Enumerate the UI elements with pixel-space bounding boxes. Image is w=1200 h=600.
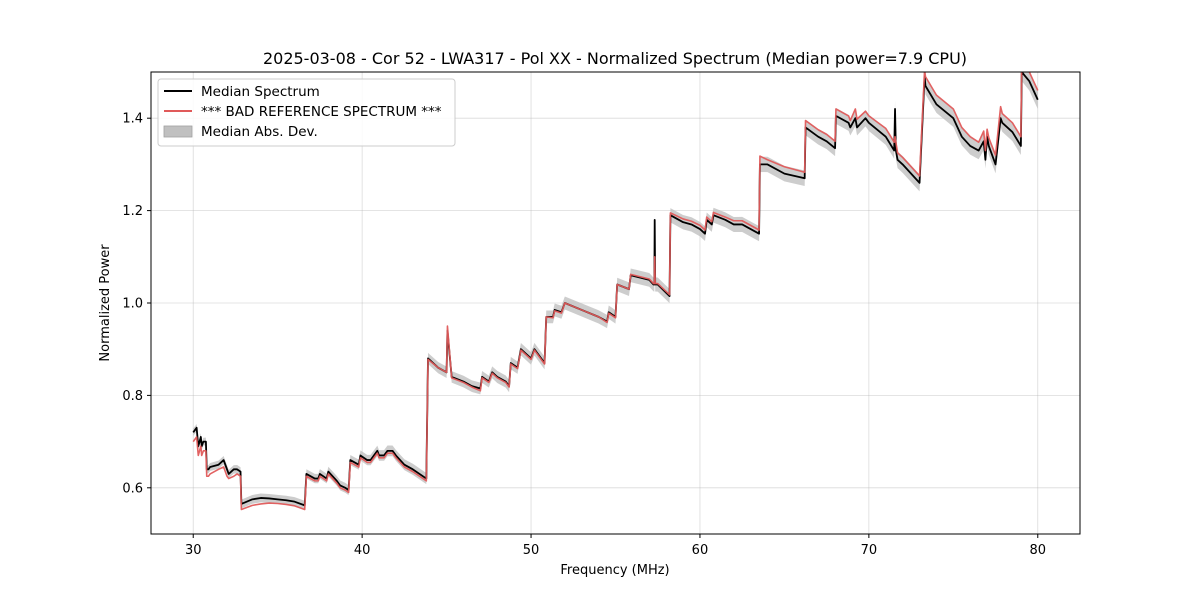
series-bad-reference-spectrum [192, 72, 1039, 511]
axis-ticks: 30 40 50 60 70 80 0.6 0.8 1.0 1.2 1.4 [122, 112, 1046, 558]
y-tick-label: 1.0 [122, 297, 143, 312]
chart-title: 2025-03-08 - Cor 52 - LWA317 - Pol XX - … [263, 49, 967, 68]
legend-label-mad: Median Abs. Dev. [201, 124, 318, 140]
series-median-spectrum [192, 72, 1039, 507]
x-tick-label: 40 [354, 543, 371, 558]
y-tick-label: 0.8 [122, 389, 143, 404]
grid-lines [151, 72, 1080, 534]
plot-data [192, 72, 1039, 511]
x-axis-label: Frequency (MHz) [560, 563, 669, 578]
mad-band [193, 72, 1038, 510]
x-tick-label: 30 [185, 543, 202, 558]
legend-swatch-mad [163, 125, 193, 138]
legend: Median Spectrum *** BAD REFERENCE SPECTR… [157, 78, 456, 147]
x-tick-label: 50 [523, 543, 540, 558]
legend-frame [157, 78, 456, 147]
y-axis-label: Normalized Power [98, 244, 113, 362]
legend-label-median: Median Spectrum [201, 84, 320, 100]
x-tick-label: 80 [1029, 543, 1046, 558]
y-tick-label: 1.4 [122, 112, 143, 127]
y-tick-label: 0.6 [122, 481, 143, 496]
x-tick-label: 60 [692, 543, 709, 558]
legend-label-reference: *** BAD REFERENCE SPECTRUM *** [201, 104, 442, 120]
x-tick-label: 70 [861, 543, 878, 558]
y-tick-label: 1.2 [122, 204, 143, 219]
